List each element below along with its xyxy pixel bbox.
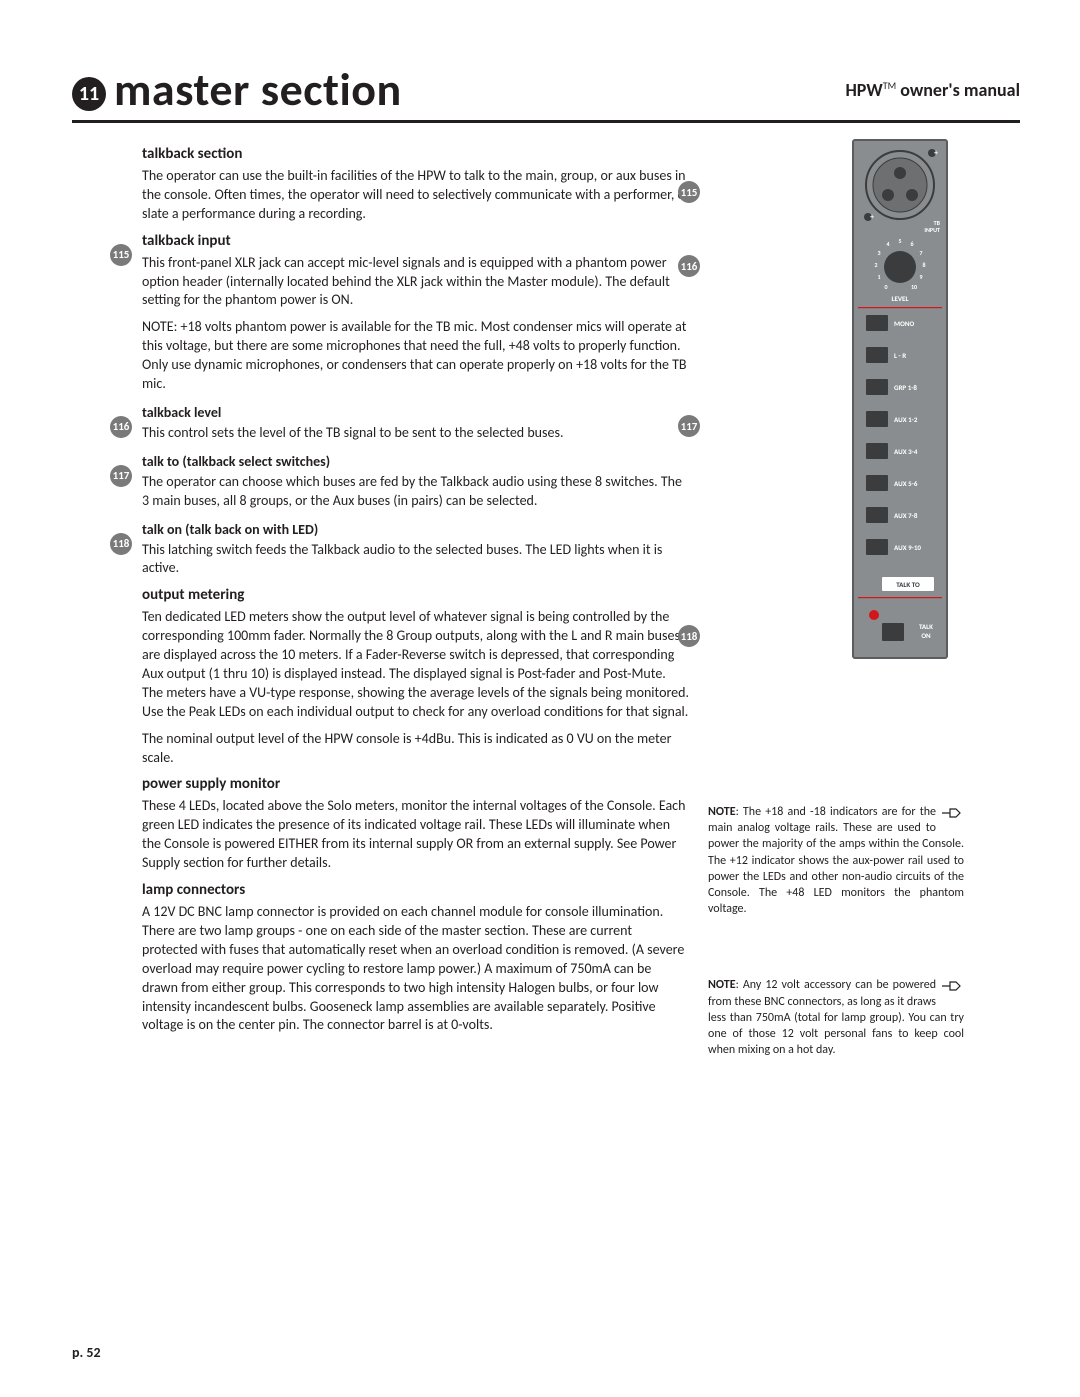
svg-text:GRP 1-8: GRP 1-8 [894, 383, 917, 392]
svg-text:9: 9 [919, 273, 922, 281]
svg-text:4: 4 [886, 240, 889, 248]
body-text: The operator can choose which buses are … [142, 473, 690, 511]
note-box-2: NOTE: Any 12 volt accessory can be power… [708, 977, 968, 1058]
svg-text:L - R: L - R [894, 351, 906, 360]
hand-note-icon [940, 977, 964, 995]
heading-lamp-connectors: lamp connectors [142, 881, 690, 899]
svg-text:AUX 9-10: AUX 9-10 [894, 543, 921, 552]
svg-text:AUX 3-4: AUX 3-4 [894, 447, 918, 456]
page-number: p. 52 [72, 1344, 101, 1361]
svg-text:0: 0 [884, 283, 887, 291]
manual-title: HPWTM owner's manual [845, 79, 1020, 101]
note-box-1: NOTE: The +18 and -18 indicators are for… [708, 804, 968, 917]
body-text: NOTE: +18 volts phantom power is availab… [142, 318, 690, 394]
svg-text:+: + [934, 148, 938, 158]
ref-badge-118: 118 [110, 533, 132, 555]
hand-note-icon [940, 804, 964, 822]
heading-talk-on: talk on (talk back on with LED) [142, 521, 690, 538]
svg-text:1: 1 [877, 273, 880, 281]
heading-talk-to: talk to (talkback select switches) [142, 453, 690, 470]
svg-text:AUX 1-2: AUX 1-2 [894, 415, 918, 424]
body-text: This latching switch feeds the Talkback … [142, 541, 690, 579]
ref-badge-116: 116 [110, 416, 132, 438]
svg-text:7: 7 [919, 249, 922, 257]
svg-text:8: 8 [922, 261, 925, 269]
talkback-panel-svg: + + TB INPUT 010 19 28 37 46 [852, 139, 948, 659]
body-text: This control sets the level of the TB si… [142, 424, 690, 443]
callout-116: 116 [678, 255, 700, 277]
svg-text:MONO: MONO [894, 319, 914, 328]
svg-text:6: 6 [910, 240, 913, 248]
svg-text:10: 10 [911, 283, 917, 291]
svg-text:+: + [870, 212, 874, 222]
body-text: A 12V DC BNC lamp connector is provided … [142, 903, 690, 1035]
heading-talkback-section: talkback section [142, 145, 690, 163]
side-column: 115 116 117 118 + [708, 139, 968, 1058]
body-text: The operator can use the built-in facili… [142, 167, 690, 224]
body-text: The nominal output level of the HPW cons… [142, 730, 690, 768]
svg-text:ON: ON [921, 631, 931, 640]
panel-figure: 115 116 117 118 + [708, 139, 948, 664]
chapter-number-badge: 11 [72, 77, 106, 111]
body-text: Ten dedicated LED meters show the output… [142, 608, 690, 721]
svg-text:TALK: TALK [919, 622, 933, 631]
heading-power-supply: power supply monitor [142, 775, 690, 793]
svg-text:AUX 7-8: AUX 7-8 [894, 511, 918, 520]
callout-117: 117 [678, 415, 700, 437]
callout-118: 118 [678, 625, 700, 647]
svg-text:5: 5 [898, 237, 901, 245]
page: 11 master section HPWTM owner's manual t… [0, 0, 1080, 1397]
body-text: These 4 LEDs, located above the Solo met… [142, 797, 690, 873]
heading-talkback-input: talkback input [142, 232, 690, 250]
svg-text:AUX 5-6: AUX 5-6 [894, 479, 918, 488]
svg-text:3: 3 [877, 249, 880, 257]
chapter-title: master section [114, 62, 402, 118]
heading-output-metering: output metering [142, 586, 690, 604]
svg-text:TALK TO: TALK TO [896, 580, 920, 589]
main-column: talkback section The operator can use th… [72, 139, 690, 1058]
svg-text:LEVEL: LEVEL [892, 294, 909, 303]
svg-text:INPUT: INPUT [924, 226, 940, 234]
ref-badge-117: 117 [110, 465, 132, 487]
callout-115: 115 [678, 181, 700, 203]
page-header: 11 master section HPWTM owner's manual [72, 62, 1020, 123]
heading-talkback-level: talkback level [142, 404, 690, 421]
body-text: This front-panel XLR jack can accept mic… [142, 254, 690, 311]
svg-text:2: 2 [874, 261, 877, 269]
ref-badge-115: 115 [110, 244, 132, 266]
